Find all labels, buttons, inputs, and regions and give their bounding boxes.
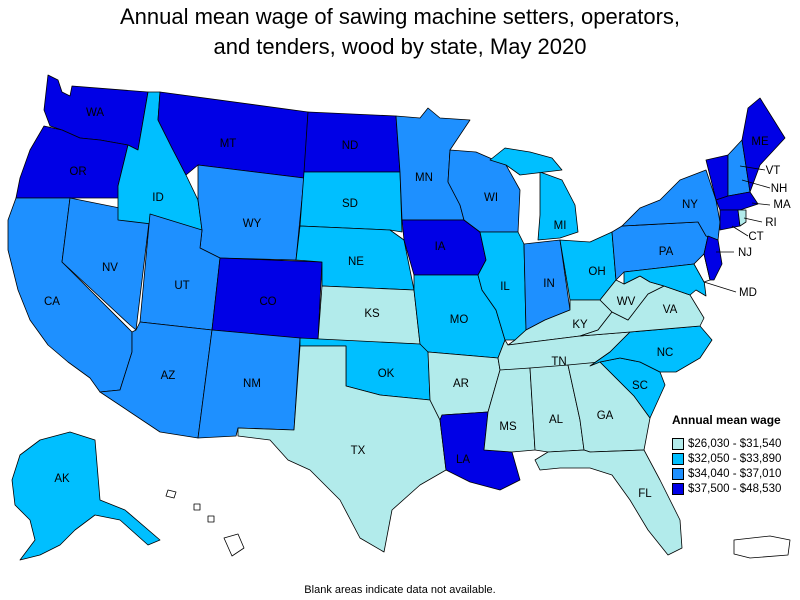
state-MI[interactable] <box>537 171 579 241</box>
label-ND: ND <box>342 140 359 152</box>
label-IN: IN <box>543 278 555 290</box>
state-LA[interactable] <box>439 411 521 491</box>
state-FL[interactable] <box>534 449 683 556</box>
legend: Annual mean wage $26,030 - $31,540 $32,0… <box>672 413 800 496</box>
title-line-1: Annual mean wage of sawing machine sette… <box>119 4 681 29</box>
legend-swatch-3 <box>672 467 684 480</box>
callout-labels: VT NH MA RI CT NJ MD <box>703 165 791 299</box>
legend-label-3: $34,040 - $37,010 <box>688 467 782 480</box>
label-NY: NY <box>682 199 698 211</box>
label-AK: AK <box>54 473 70 485</box>
state-ME[interactable] <box>741 97 786 193</box>
label-ID: ID <box>152 192 164 204</box>
label-NV: NV <box>102 262 118 274</box>
state-labels: WA OR CA NV ID MT WY UT AZ CO NM ND SD N… <box>44 107 769 500</box>
label-OK: OK <box>378 368 395 380</box>
state-CA[interactable] <box>7 197 133 393</box>
label-AZ: AZ <box>161 370 176 382</box>
label-OR: OR <box>69 166 86 178</box>
state-CT[interactable] <box>719 209 741 231</box>
label-MT: MT <box>220 138 237 150</box>
label-IA: IA <box>435 241 446 253</box>
label-MA: MA <box>773 199 791 211</box>
label-MS: MS <box>499 421 517 433</box>
legend-swatch-4 <box>672 482 684 495</box>
title-line-2: and tenders, wood by state, May 2020 <box>213 34 587 59</box>
map-title: Annual mean wage of sawing machine sette… <box>0 2 800 62</box>
legend-item-2: $32,050 - $33,890 <box>672 451 800 466</box>
label-NM: NM <box>243 378 261 390</box>
state-AK[interactable] <box>11 431 161 561</box>
label-NC: NC <box>657 347 674 359</box>
legend-label-1: $26,030 - $31,540 <box>688 437 782 450</box>
label-TN: TN <box>551 356 566 368</box>
legend-label-4: $37,500 - $48,530 <box>688 482 782 495</box>
state-PR[interactable] <box>733 535 791 559</box>
label-RI: RI <box>765 217 777 229</box>
label-NH: NH <box>771 183 788 195</box>
label-MN: MN <box>415 172 433 184</box>
label-NJ: NJ <box>738 247 752 259</box>
legend-item-4: $37,500 - $48,530 <box>672 481 800 496</box>
label-GA: GA <box>597 410 614 422</box>
label-SC: SC <box>632 380 648 392</box>
legend-label-2: $32,050 - $33,890 <box>688 452 782 465</box>
label-AL: AL <box>549 414 564 426</box>
state-RI[interactable] <box>737 209 747 227</box>
legend-swatch-2 <box>672 452 684 465</box>
label-ME: ME <box>751 136 769 148</box>
label-MO: MO <box>450 314 469 326</box>
label-LA: LA <box>456 454 470 466</box>
state-MT[interactable] <box>157 91 309 179</box>
label-VT: VT <box>766 165 781 177</box>
legend-item-1: $26,030 - $31,540 <box>672 436 800 451</box>
label-WA: WA <box>86 107 104 119</box>
label-KY: KY <box>572 319 588 331</box>
state-MI-upper[interactable] <box>489 147 563 176</box>
state-WY[interactable] <box>197 164 305 261</box>
label-WI: WI <box>484 192 498 204</box>
label-NE: NE <box>348 256 364 268</box>
label-CA: CA <box>44 296 60 308</box>
label-CT: CT <box>748 231 763 243</box>
legend-item-3: $34,040 - $37,010 <box>672 466 800 481</box>
label-MI: MI <box>554 220 567 232</box>
label-CO: CO <box>259 296 276 308</box>
label-TX: TX <box>351 445 366 457</box>
legend-swatch-1 <box>672 437 684 450</box>
legend-title: Annual mean wage <box>672 413 781 427</box>
state-NJ[interactable] <box>703 235 723 281</box>
label-MD: MD <box>739 287 757 299</box>
label-SD: SD <box>342 198 358 210</box>
label-VA: VA <box>663 304 678 316</box>
label-OH: OH <box>588 266 605 278</box>
state-SD[interactable] <box>299 171 403 233</box>
state-HI[interactable] <box>165 489 245 557</box>
label-WV: WV <box>617 296 636 308</box>
label-UT: UT <box>174 280 189 292</box>
label-PA: PA <box>659 246 674 258</box>
label-KS: KS <box>364 308 380 320</box>
footnote: Blank areas indicate data not available. <box>304 584 496 596</box>
label-WY: WY <box>243 218 262 230</box>
label-AR: AR <box>453 378 469 390</box>
label-FL: FL <box>638 488 652 500</box>
state-TX[interactable] <box>237 345 447 553</box>
label-IL: IL <box>500 281 510 293</box>
